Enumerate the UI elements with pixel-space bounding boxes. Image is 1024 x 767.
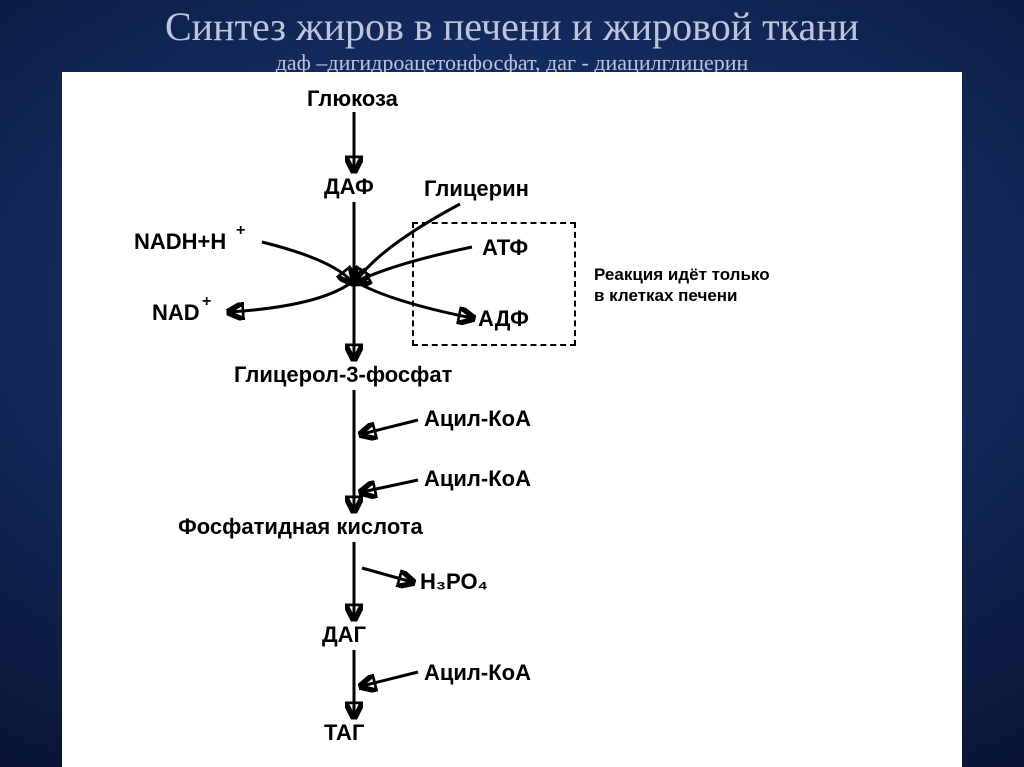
arrow-a12	[362, 568, 412, 582]
arrow-a6	[356, 282, 472, 318]
liver-note: Реакция идёт только в клетках печени	[594, 264, 770, 307]
arrow-a3	[262, 242, 352, 282]
node-h3po4: Н₃РО₄	[420, 569, 488, 595]
node-nad: NAD	[152, 300, 200, 326]
liver-note-line2: в клетках печени	[594, 285, 770, 306]
node-pa: Фосфатидная кислота	[178, 514, 423, 540]
node-acyl1: Ацил-КоА	[424, 406, 531, 432]
node-g3p: Глицерол-3-фосфат	[234, 362, 452, 388]
node-atf: АТФ	[482, 235, 528, 261]
arrow-a4	[230, 282, 352, 312]
diagram-panel: ГлюкозаДАФГлицеринNADH+H+АТФNAD+АДФГлице…	[62, 72, 962, 767]
slide-title: Синтез жиров в печени и жировой ткани да…	[0, 0, 1024, 75]
liver-note-line1: Реакция идёт только	[594, 264, 770, 285]
node-daf: ДАФ	[324, 174, 374, 200]
arrow-a9	[362, 420, 418, 434]
node-nad_plus: +	[202, 293, 211, 311]
node-tag: ТАГ	[324, 720, 364, 746]
arrow-a5	[356, 204, 460, 282]
title-line1: Синтез жиров в печени и жировой ткани	[0, 4, 1024, 50]
node-acyl3: Ацил-КоА	[424, 660, 531, 686]
arrow-a7	[356, 247, 472, 282]
arrow-a10	[362, 480, 418, 492]
node-nadhh: NADH+H	[134, 229, 226, 255]
node-nadhh_plus: +	[236, 222, 245, 240]
node-acyl2: Ацил-КоА	[424, 466, 531, 492]
node-adf: АДФ	[478, 306, 529, 332]
node-glucose: Глюкоза	[307, 86, 398, 112]
node-glycerin: Глицерин	[424, 176, 529, 202]
node-dag: ДАГ	[322, 622, 366, 648]
arrow-a14	[362, 672, 418, 686]
